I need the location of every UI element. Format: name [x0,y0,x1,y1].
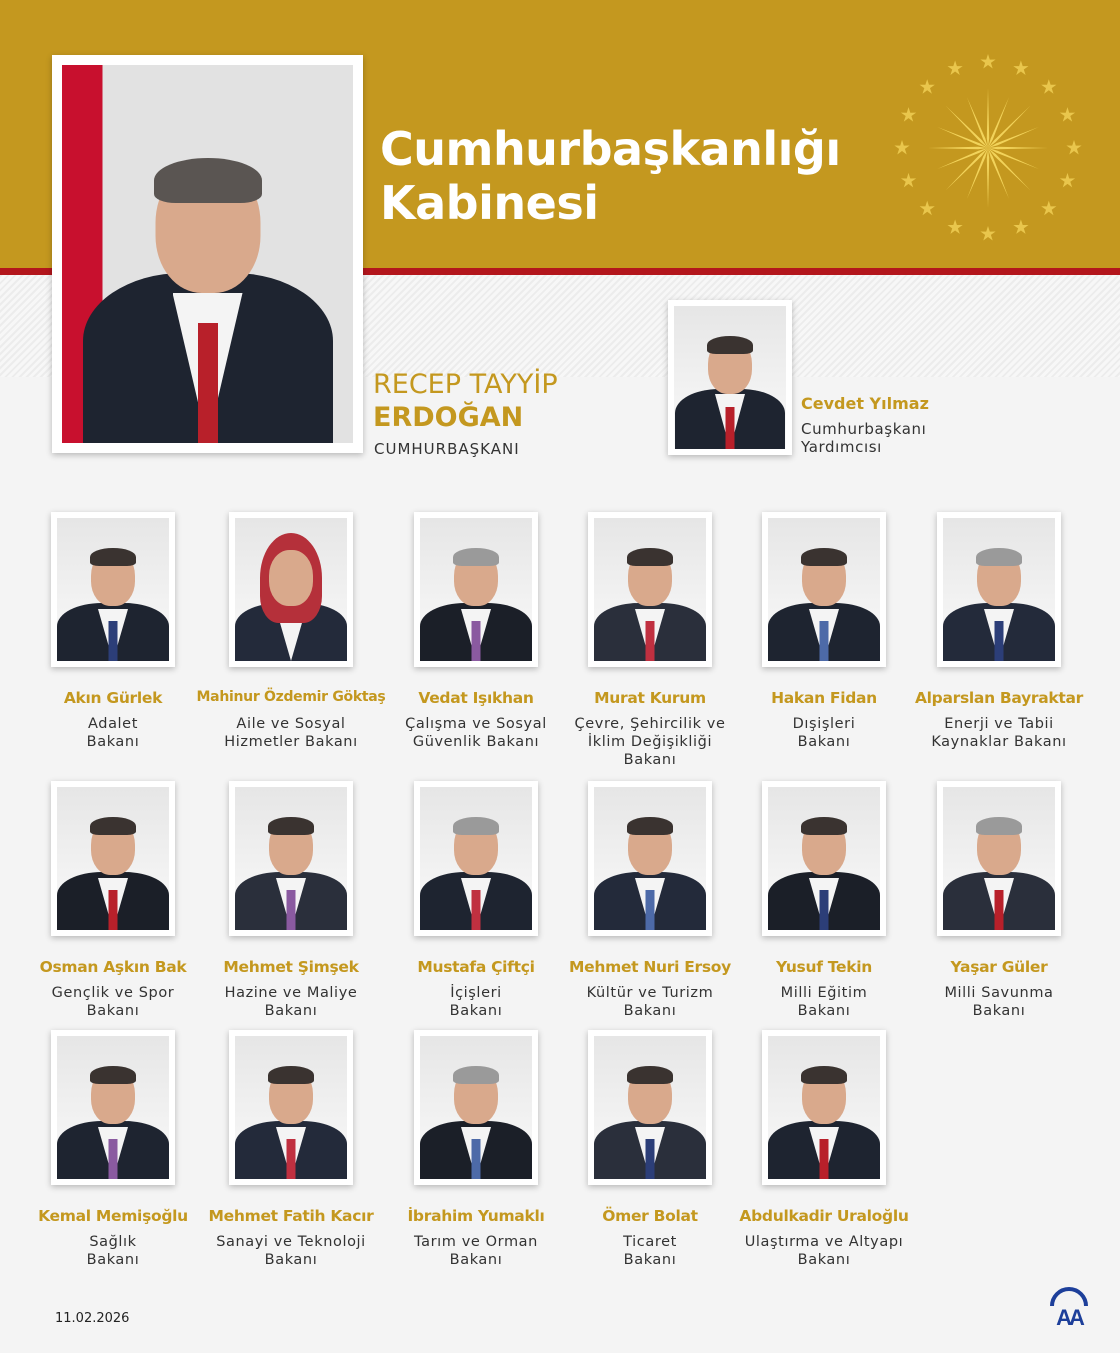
minister-photo [937,781,1061,936]
star-icon [980,226,996,241]
page-title: Cumhurbaşkanlığı Kabinesi [380,122,841,230]
minister-name: Kemal Memişoğlu [38,1207,188,1225]
star-icon [980,54,996,69]
minister-name: Yusuf Tekin [776,958,872,976]
star-icon [1059,107,1076,122]
star-icon [1013,219,1029,234]
minister-role: Sağlık Bakanı [86,1234,140,1268]
star-icon [894,140,910,155]
minister-role: Ulaştırma ve Altyapı Bakanı [744,1234,904,1268]
star-icon [919,200,935,216]
minister-role: Çalışma ve Sosyal Güvenlik Bakanı [405,716,547,750]
presidential-emblem-icon [894,54,1082,241]
minister-name: Osman Aşkın Bak [39,958,187,976]
vice-president-role: Cumhurbaşkanı Yardımcısı [801,420,927,456]
minister-role: Gençlik ve Spor Bakanı [51,985,175,1019]
minister-role: Aile ve Sosyal Hizmetler Bakanı [224,716,358,750]
minister-name: Mehmet Şimşek [223,958,359,976]
minister-role: Enerji ve Tabii Kaynaklar Bakanı [931,716,1067,750]
minister-role: Çevre, Şehircilik ve İklim Değişikliği B… [574,716,726,768]
minister-role: Hazine ve Maliye Bakanı [224,985,358,1019]
minister-role: İçişleri Bakanı [449,985,503,1019]
minister-photo [588,1030,712,1185]
vice-president-name: Cevdet Yılmaz [801,394,929,413]
minister-name: Mehmet Nuri Ersoy [569,958,731,976]
minister-role: Adalet Bakanı [86,716,140,750]
star-icon [947,219,963,234]
president-photo [52,55,363,453]
minister-name: Mustafa Çiftçi [417,958,535,976]
minister-name: Yaşar Güler [950,958,1048,976]
minister-name: İbrahim Yumaklı [407,1207,545,1225]
minister-name: Alparslan Bayraktar [914,689,1084,707]
minister-name: Ömer Bolat [602,1207,698,1225]
minister-role: Sanayi ve Teknoloji Bakanı [216,1234,366,1268]
minister-photo [762,512,886,667]
minister-role: Tarım ve Orman Bakanı [414,1234,538,1268]
minister-photo [51,1030,175,1185]
minister-photo [414,781,538,936]
minister-name: Vedat Işıkhan [418,689,534,707]
minister-name: Mahinur Özdemir Göktaş [196,689,386,705]
star-icon [1066,140,1082,155]
minister-photo [937,512,1061,667]
aa-logo-icon: AA [1050,1287,1088,1326]
vice-president-photo [668,300,792,455]
president-name: RECEP TAYYİP ERDOĞAN [373,369,558,433]
minister-role: Ticaret Bakanı [623,1234,677,1268]
minister-photo [588,781,712,936]
star-icon [900,107,917,122]
minister-photo [414,1030,538,1185]
president-role: CUMHURBAŞKANI [374,440,520,458]
minister-role: Kültür ve Turizm Bakanı [586,985,714,1019]
minister-role: Dışişleri Bakanı [792,716,856,750]
minister-photo [51,781,175,936]
minister-photo [229,512,353,667]
minister-photo [229,781,353,936]
minister-name: Mehmet Fatih Kacır [208,1207,374,1225]
minister-name: Hakan Fidan [771,689,877,707]
star-icon [1041,200,1057,216]
minister-photo [762,1030,886,1185]
minister-photo [414,512,538,667]
star-icon [1041,79,1057,94]
minister-photo [229,1030,353,1185]
star-icon [900,172,917,188]
minister-name: Murat Kurum [594,689,706,707]
star-icon [1059,172,1076,188]
star-icon [947,60,963,75]
minister-photo [588,512,712,667]
star-icon [1013,60,1029,75]
header-divider [0,268,1120,275]
minister-role: Milli Savunma Bakanı [944,985,1054,1019]
star-icon [919,79,935,94]
minister-name: Akın Gürlek [63,689,163,707]
svg-text:AA: AA [1056,1305,1085,1326]
minister-name: Abdulkadir Uraloğlu [739,1207,909,1225]
minister-photo [51,512,175,667]
publish-date: 11.02.2026 [55,1311,130,1326]
minister-photo [762,781,886,936]
minister-role: Milli Eğitim Bakanı [780,985,868,1019]
